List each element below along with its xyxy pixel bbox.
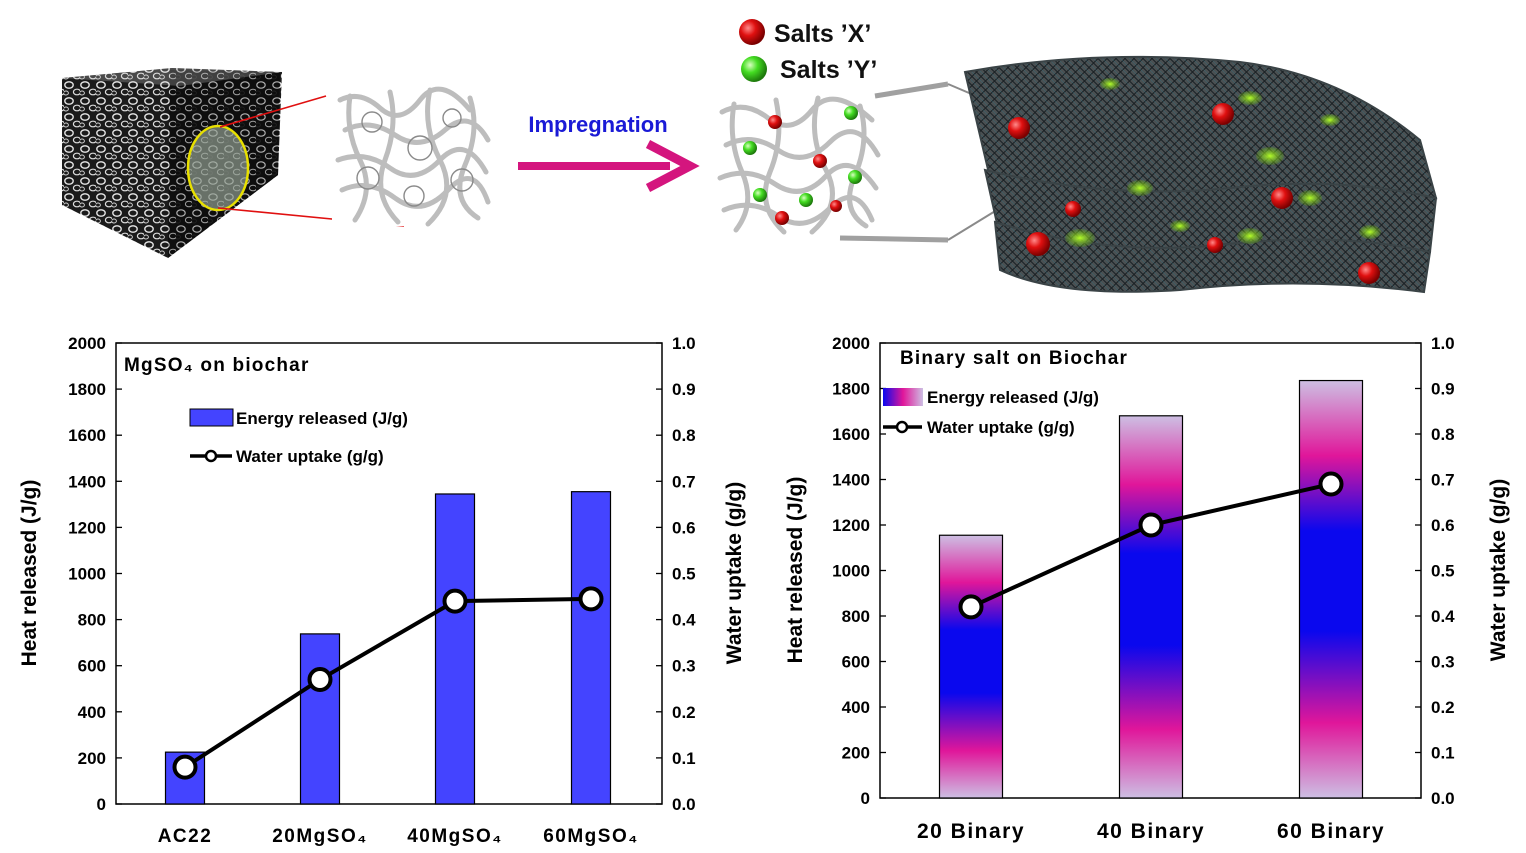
y-axis-title: Heat released (J/g) xyxy=(18,480,41,667)
y-tick-label: 400 xyxy=(842,698,870,717)
schematic-panel: Impregnation Salts ’X’ Salts ’Y’ xyxy=(62,19,1438,294)
salt-y-legend-marker xyxy=(741,56,767,82)
y-tick-label: 800 xyxy=(78,611,106,630)
x-category-label: 20 Binary xyxy=(917,820,1025,843)
y2-tick-label: 0.1 xyxy=(1431,744,1455,763)
chart-mgso4: 0 200 400 600 800 1000 1200 1400 1600 1800 2000 0.… xyxy=(18,334,746,847)
y-tick-label: 1000 xyxy=(68,565,106,584)
y-tick-label: 0 xyxy=(861,789,870,808)
y-tick-label: 1200 xyxy=(68,518,106,537)
y2-tick-label: 0.2 xyxy=(1431,698,1455,717)
salt-x-legend-label: Salts ’X’ xyxy=(774,20,871,48)
y2-tick-label: 0.3 xyxy=(1431,653,1455,672)
y2-tick-label: 0.8 xyxy=(672,426,696,445)
legend-line-label: Water uptake (g/g) xyxy=(236,447,384,466)
y2-tick-label: 0.6 xyxy=(672,518,696,537)
y2-tick-label: 0.7 xyxy=(672,472,696,491)
chart-binary: 0 200 400 600 800 1000 1200 1400 1600 1800 2000 0.… xyxy=(784,334,1510,843)
y-tick-label: 1600 xyxy=(68,426,106,445)
y-tick-label: 200 xyxy=(842,744,870,763)
y-tick-label: 400 xyxy=(78,703,106,722)
x-category-label: 60 Binary xyxy=(1277,820,1385,843)
water-uptake-point-3 xyxy=(1318,471,1344,497)
salt-y-legend-label: Salts ’Y’ xyxy=(780,56,877,84)
y2-tick-label: 0.1 xyxy=(672,749,696,768)
legend-bar-label: Energy released (J/g) xyxy=(927,388,1099,407)
y2-tick-label: 0.9 xyxy=(672,380,696,399)
water-uptake-point-1 xyxy=(172,754,198,780)
x-category-label: 60MgSO₄ xyxy=(543,826,639,847)
x-category-label: 40 Binary xyxy=(1097,820,1205,843)
legend-bar-swatch xyxy=(189,408,234,427)
chart-title: Binary salt on Biochar xyxy=(900,348,1128,369)
y-tick-label: 1600 xyxy=(832,425,870,444)
impregnated-structure-image xyxy=(717,95,881,235)
y2-tick-label: 0.4 xyxy=(1431,607,1455,626)
y2-tick-label: 1.0 xyxy=(1431,334,1455,353)
x-category-label: AC22 xyxy=(158,826,213,847)
y-tick-label: 200 xyxy=(78,749,106,768)
bar-2 xyxy=(299,633,341,805)
y2-tick-label: 0.9 xyxy=(1431,380,1455,399)
y-axis-title: Heat released (J/g) xyxy=(784,477,807,664)
y-tick-label: 1200 xyxy=(832,516,870,535)
y2-tick-label: 0.2 xyxy=(672,703,696,722)
y2-tick-label: 0.4 xyxy=(672,611,696,630)
bar-2 xyxy=(1118,415,1184,799)
y-tick-label: 1800 xyxy=(832,380,870,399)
y-tick-label: 600 xyxy=(842,653,870,672)
salt-x-legend-marker xyxy=(739,19,765,45)
water-uptake-point-2 xyxy=(1138,512,1164,538)
legend-bar-swatch xyxy=(883,388,923,406)
y-tick-label: 600 xyxy=(78,657,106,676)
y-tick-label: 1000 xyxy=(832,562,870,581)
y2-tick-label: 0.7 xyxy=(1431,471,1455,490)
y2-tick-label: 0.5 xyxy=(1431,562,1455,581)
x-category-label: 40MgSO₄ xyxy=(407,826,503,847)
impregnation-label: Impregnation xyxy=(528,112,667,137)
bar-4 xyxy=(570,491,612,805)
bar-3 xyxy=(1298,379,1364,799)
y2-tick-label: 0.0 xyxy=(672,795,696,814)
y2-tick-label: 0.8 xyxy=(1431,425,1455,444)
water-uptake-point-4 xyxy=(578,586,604,612)
highlight-circle xyxy=(186,124,250,212)
impregnation-arrow xyxy=(518,140,700,192)
layered-mesh-image xyxy=(963,55,1438,294)
porous-structure-image xyxy=(332,86,492,227)
y2-tick-label: 1.0 xyxy=(672,334,696,353)
y2-tick-label: 0.3 xyxy=(672,657,696,676)
y-tick-label: 2000 xyxy=(68,334,106,353)
y-tick-label: 1400 xyxy=(68,472,106,491)
y2-tick-label: 0.0 xyxy=(1431,789,1455,808)
y-tick-label: 800 xyxy=(842,607,870,626)
legend-line-label: Water uptake (g/g) xyxy=(927,418,1075,437)
y-tick-label: 1400 xyxy=(832,471,870,490)
y-tick-label: 0 xyxy=(97,795,106,814)
foam-cube-image xyxy=(62,68,405,258)
y2-tick-label: 0.6 xyxy=(1431,516,1455,535)
y2-tick-label: 0.5 xyxy=(672,565,696,584)
legend-bar-label: Energy released (J/g) xyxy=(236,409,408,428)
chart-title: MgSO₄ on biochar xyxy=(124,355,310,376)
bar-1 xyxy=(938,534,1004,799)
legend-line-marker xyxy=(895,420,909,434)
water-uptake-point-3 xyxy=(442,588,468,614)
water-uptake-point-1 xyxy=(958,594,984,620)
bar-3 xyxy=(434,493,476,805)
water-uptake-point-2 xyxy=(307,667,333,693)
y-tick-label: 2000 xyxy=(832,334,870,353)
legend-line-marker xyxy=(204,449,218,463)
x-category-label: 20MgSO₄ xyxy=(272,826,368,847)
y2-axis-title: Water uptake (g/g) xyxy=(723,482,746,664)
water-uptake-line xyxy=(183,596,592,769)
y2-axis-title: Water uptake (g/g) xyxy=(1487,479,1510,661)
y-tick-label: 1800 xyxy=(68,380,106,399)
